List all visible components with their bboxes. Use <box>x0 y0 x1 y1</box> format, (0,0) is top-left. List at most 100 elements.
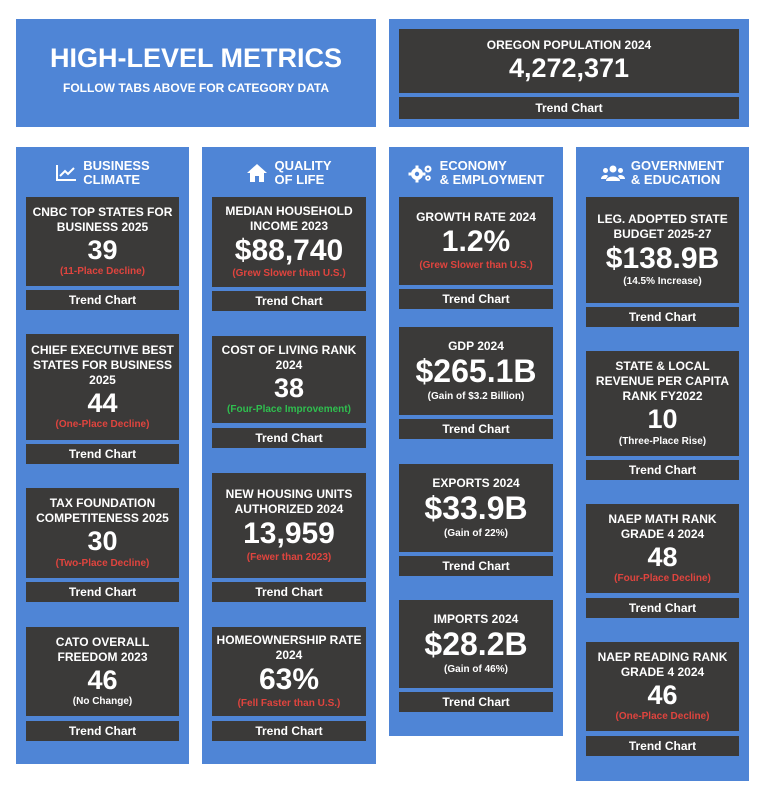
trend-chart-button[interactable]: Trend Chart <box>586 307 739 327</box>
trend-chart-button[interactable]: Trend Chart <box>26 444 179 464</box>
trend-chart-button[interactable]: Trend Chart <box>399 556 553 576</box>
trend-chart-button[interactable]: Trend Chart <box>399 692 553 712</box>
metric-value: 1.2% <box>441 225 511 259</box>
metric-card: GDP 2024 $265.1B (Gain of $3.2 Billion) <box>399 327 553 415</box>
metric-title: LEG. ADOPTED STATE BUDGET 2025-27 <box>597 211 728 241</box>
trend-chart-button[interactable]: Trend Chart <box>26 290 179 310</box>
metric-value: 13,959 <box>243 517 335 551</box>
metric-value: 30 <box>87 526 118 557</box>
metric-card: LEG. ADOPTED STATE BUDGET 2025-27 $138.9… <box>586 197 739 303</box>
metric-change: (Fewer than 2023) <box>246 551 332 563</box>
metric-change: (Three-Place Rise) <box>618 435 707 447</box>
trend-chart-button[interactable]: Trend Chart <box>212 721 366 741</box>
metric-value: $28.2B <box>424 626 528 663</box>
column-title-line2: OF LIFE <box>274 172 325 187</box>
metric-change: (Fell Faster than U.S.) <box>237 697 341 709</box>
metric-title: TAX FOUNDATION COMPETITENESS 2025 <box>36 496 169 526</box>
metric-value: 63% <box>258 663 320 697</box>
metric-card: NAEP READING RANK GRADE 4 2024 46 (One-P… <box>586 642 739 731</box>
population-trend-button[interactable]: Trend Chart <box>399 97 739 119</box>
trend-chart-button[interactable]: Trend Chart <box>586 598 739 618</box>
gears-icon <box>408 165 432 183</box>
metric-card: MEDIAN HOUSEHOLD INCOME 2023 $88,740 (Gr… <box>212 197 366 287</box>
metric-title: COST OF LIVING RANK 2024 <box>221 342 357 372</box>
column-title-line1: QUALITY <box>274 158 332 173</box>
population-label: OREGON POPULATION 2024 <box>486 38 652 53</box>
metric-title: CNBC TOP STATES FOR BUSINESS 2025 <box>32 204 173 234</box>
metric-title: HOMEOWNERSHIP RATE 2024 <box>216 633 362 663</box>
column-heading-economy[interactable]: ECONOMY & EMPLOYMENT <box>389 156 563 190</box>
metric-value: 46 <box>87 664 118 695</box>
metric-change: (11-Place Decline) <box>59 266 146 278</box>
metric-title: NAEP READING RANK GRADE 4 2024 <box>597 649 728 679</box>
column-title-line1: ECONOMY <box>439 158 507 173</box>
trend-chart-button[interactable]: Trend Chart <box>212 428 366 448</box>
metric-card: NEW HOUSING UNITS AUTHORIZED 2024 13,959… <box>212 473 366 578</box>
column-title-line2: & EDUCATION <box>630 172 721 187</box>
metric-change: (14.5% Increase) <box>623 276 702 288</box>
trend-chart-button[interactable]: Trend Chart <box>399 419 553 439</box>
metric-change: (Four-Place Improvement) <box>227 404 351 416</box>
metric-change: (Two-Place Decline) <box>55 557 150 569</box>
column-heading-government[interactable]: GOVERNMENT & EDUCATION <box>576 156 749 190</box>
column-title-line2: & EMPLOYMENT <box>439 172 545 187</box>
metric-card: COST OF LIVING RANK 2024 38 (Four-Place … <box>212 336 366 423</box>
page-title: HIGH-LEVEL METRICS <box>49 43 343 73</box>
metric-card: EXPORTS 2024 $33.9B (Gain of 22%) <box>399 464 553 552</box>
metric-title: EXPORTS 2024 <box>432 476 520 491</box>
metric-change: (One-Place Decline) <box>55 419 150 431</box>
metric-title: GROWTH RATE 2024 <box>416 210 536 225</box>
column-title-line2: CLIMATE <box>83 172 141 187</box>
metric-value: 38 <box>273 372 305 403</box>
metric-card: HOMEOWNERSHIP RATE 2024 63% (Fell Faster… <box>212 627 366 716</box>
trend-chart-button[interactable]: Trend Chart <box>26 582 179 602</box>
metric-card: GROWTH RATE 2024 1.2% (Grew Slower than … <box>399 197 553 285</box>
metric-change: (Grew Slower than U.S.) <box>419 259 533 271</box>
trend-chart-button[interactable]: Trend Chart <box>212 291 366 311</box>
column-title-line1: GOVERNMENT <box>630 158 725 173</box>
metric-change: (Four-Place Decline) <box>614 573 711 585</box>
metric-value: 48 <box>647 541 678 572</box>
column-heading-business[interactable]: BUSINESS CLIMATE <box>16 156 189 190</box>
metric-change: (Grew Slower than U.S.) <box>232 268 346 280</box>
page-subtitle: FOLLOW TABS ABOVE FOR CATEGORY DATA <box>63 81 329 95</box>
metric-change: (One-Place Decline) <box>615 711 710 723</box>
metric-card: NAEP MATH RANK GRADE 4 2024 48 (Four-Pla… <box>586 504 739 593</box>
trend-chart-button[interactable]: Trend Chart <box>212 582 366 602</box>
metric-title: GDP 2024 <box>448 339 504 354</box>
population-value: 4,272,371 <box>508 53 630 84</box>
home-icon <box>247 164 268 182</box>
metric-title: IMPORTS 2024 <box>433 612 519 627</box>
metric-card: IMPORTS 2024 $28.2B (Gain of 46%) <box>399 600 553 688</box>
metric-title: NEW HOUSING UNITS AUTHORIZED 2024 <box>225 487 353 517</box>
trend-chart-button[interactable]: Trend Chart <box>399 289 553 309</box>
trend-chart-button[interactable]: Trend Chart <box>586 460 739 480</box>
metric-change: (Gain of 46%) <box>444 663 508 675</box>
column-heading-quality[interactable]: QUALITY OF LIFE <box>202 156 376 190</box>
metric-card: TAX FOUNDATION COMPETITENESS 2025 30 (Tw… <box>26 488 179 578</box>
metric-card: CNBC TOP STATES FOR BUSINESS 2025 39 (11… <box>26 197 179 286</box>
metric-title: MEDIAN HOUSEHOLD INCOME 2023 <box>225 203 353 233</box>
header-panel: HIGH-LEVEL METRICS FOLLOW TABS ABOVE FOR… <box>16 19 376 127</box>
metric-card: CHIEF EXECUTIVE BEST STATES FOR BUSINESS… <box>26 334 179 440</box>
metric-value: 10 <box>647 404 678 435</box>
metric-title: CATO OVERALL FREEDOM 2023 <box>55 634 150 664</box>
metric-title: STATE & LOCAL REVENUE PER CAPITA RANK FY… <box>595 359 730 404</box>
trend-chart-button[interactable]: Trend Chart <box>26 721 179 741</box>
metric-value: 46 <box>647 679 678 710</box>
metric-change: (Gain of 22%) <box>444 527 508 539</box>
metric-value: $138.9B <box>605 241 720 275</box>
trend-chart-button[interactable]: Trend Chart <box>586 736 739 756</box>
line-chart-icon <box>56 165 77 181</box>
metric-card: CATO OVERALL FREEDOM 2023 46 (No Change) <box>26 627 179 716</box>
metric-title: CHIEF EXECUTIVE BEST STATES FOR BUSINESS… <box>31 342 174 387</box>
metric-title: NAEP MATH RANK GRADE 4 2024 <box>608 511 717 541</box>
metric-value: $33.9B <box>424 490 528 527</box>
metric-change: (No Change) <box>72 696 133 708</box>
metric-change: (Gain of $3.2 Billion) <box>427 390 525 402</box>
metric-value: $88,740 <box>234 233 344 267</box>
metric-value: 39 <box>87 234 118 265</box>
users-icon <box>600 165 625 181</box>
population-card: OREGON POPULATION 2024 4,272,371 <box>399 29 739 93</box>
metric-value: $265.1B <box>415 353 537 390</box>
